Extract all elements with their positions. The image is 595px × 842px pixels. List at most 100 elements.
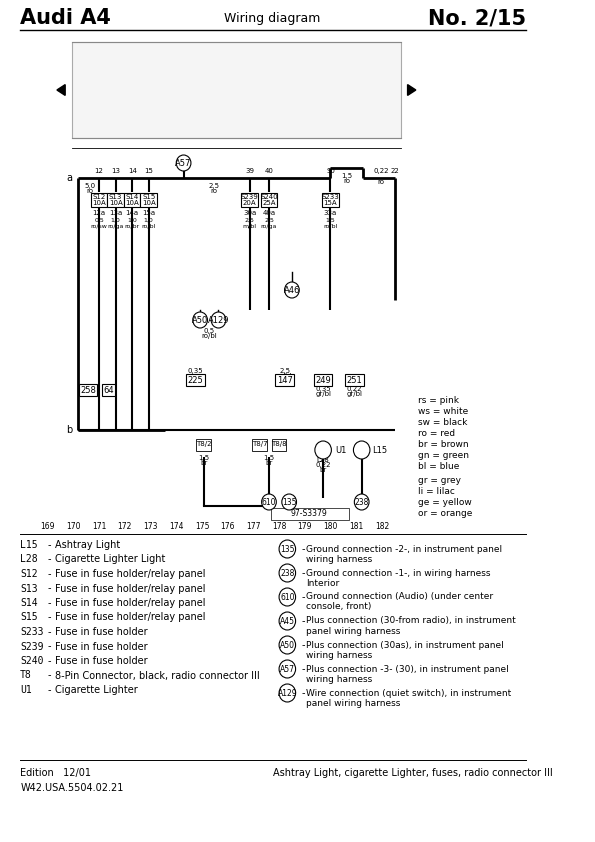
Text: Ashtray Light, cigarette Lighter, fuses, radio connector III: Ashtray Light, cigarette Lighter, fuses,…	[273, 768, 552, 778]
Circle shape	[211, 312, 226, 328]
Text: 258: 258	[80, 386, 96, 395]
Bar	[196, 439, 211, 451]
Text: 179: 179	[298, 522, 312, 531]
Text: 172: 172	[118, 522, 132, 531]
Circle shape	[279, 684, 296, 702]
Text: Cigarette Lighter Light: Cigarette Lighter Light	[55, 555, 165, 564]
Text: 177: 177	[246, 522, 261, 531]
Text: 251: 251	[346, 376, 362, 385]
Circle shape	[355, 494, 369, 510]
Text: 33a: 33a	[324, 210, 337, 216]
Text: panel wiring harness: panel wiring harness	[306, 626, 400, 636]
Text: No. 2/15: No. 2/15	[428, 8, 526, 28]
Bar	[252, 439, 267, 451]
Text: 14: 14	[128, 168, 137, 174]
Text: Plus connection (30-from radio), in instrument: Plus connection (30-from radio), in inst…	[306, 616, 515, 626]
Text: wiring harness: wiring harness	[306, 674, 372, 684]
Text: L15: L15	[20, 540, 38, 550]
Text: T8/2: T8/2	[196, 441, 212, 447]
Bar	[271, 508, 349, 520]
Text: L28: L28	[20, 555, 38, 564]
Text: S12: S12	[20, 569, 38, 579]
Text: S233: S233	[20, 627, 43, 637]
Text: -: -	[48, 584, 51, 594]
Bar	[314, 374, 333, 386]
Circle shape	[262, 494, 276, 510]
Text: 10A: 10A	[126, 200, 139, 206]
Text: Ground connection -2-, in instrument panel: Ground connection -2-, in instrument pan…	[306, 545, 502, 553]
Circle shape	[279, 588, 296, 606]
Text: ro/bl: ro/bl	[202, 333, 217, 339]
Text: Fuse in fuse holder: Fuse in fuse holder	[55, 627, 148, 637]
Text: 0,5
ro/sw: 0,5 ro/sw	[90, 218, 108, 229]
Text: S12: S12	[92, 194, 106, 200]
Bar	[322, 193, 339, 207]
Text: -: -	[301, 592, 305, 602]
Text: A57: A57	[176, 158, 192, 168]
Polygon shape	[57, 84, 65, 95]
Text: panel wiring harness: panel wiring harness	[306, 699, 400, 707]
Text: -: -	[48, 612, 51, 622]
Text: -: -	[48, 642, 51, 652]
Text: A45: A45	[280, 616, 295, 626]
Text: bl = blue: bl = blue	[418, 461, 459, 471]
Text: Ground connection (Audio) (under center: Ground connection (Audio) (under center	[306, 593, 493, 601]
Text: 135: 135	[280, 545, 295, 553]
Text: ge = yellow: ge = yellow	[418, 498, 471, 507]
Text: 1,5: 1,5	[264, 455, 274, 461]
Bar	[124, 193, 140, 207]
Circle shape	[279, 612, 296, 630]
Text: Ground connection -1-, in wiring harness: Ground connection -1-, in wiring harness	[306, 568, 490, 578]
Circle shape	[315, 441, 331, 459]
Text: 15a: 15a	[142, 210, 155, 216]
Text: 12a: 12a	[93, 210, 106, 216]
Text: br: br	[200, 460, 208, 466]
Text: U1: U1	[335, 445, 346, 455]
Text: -: -	[301, 544, 305, 554]
Text: 1,0
ro/br: 1,0 ro/br	[124, 218, 140, 229]
Text: 13: 13	[111, 168, 120, 174]
Text: 0,22: 0,22	[315, 462, 331, 468]
Text: rs = pink: rs = pink	[418, 396, 459, 404]
Text: ro: ro	[86, 188, 93, 194]
Circle shape	[279, 660, 296, 678]
Text: 1,5: 1,5	[342, 173, 353, 179]
Text: -: -	[48, 540, 51, 550]
Text: gr = grey: gr = grey	[418, 476, 461, 484]
Text: 178: 178	[272, 522, 286, 531]
Text: ro: ro	[211, 188, 217, 194]
Bar	[71, 42, 401, 138]
Text: 135: 135	[282, 498, 296, 507]
Text: -: -	[48, 656, 51, 666]
Text: Fuse in fuse holder/relay panel: Fuse in fuse holder/relay panel	[55, 612, 206, 622]
Text: 25A: 25A	[262, 200, 275, 206]
Text: 0,35: 0,35	[315, 386, 331, 392]
Bar	[79, 384, 98, 396]
Polygon shape	[408, 84, 416, 95]
Circle shape	[279, 564, 296, 582]
Bar	[91, 193, 108, 207]
Text: 0,22: 0,22	[347, 386, 362, 392]
Text: 10A: 10A	[109, 200, 123, 206]
Text: U1: U1	[20, 685, 32, 695]
Text: ws = white: ws = white	[418, 407, 468, 415]
Circle shape	[176, 155, 191, 171]
Text: 182: 182	[375, 522, 389, 531]
Text: 173: 173	[143, 522, 158, 531]
Text: S240: S240	[260, 194, 278, 200]
Circle shape	[353, 441, 370, 459]
Text: 610: 610	[280, 593, 295, 601]
Text: console, front): console, front)	[306, 603, 371, 611]
Text: Ashtray Light: Ashtray Light	[55, 540, 120, 550]
Text: Interior: Interior	[306, 578, 339, 588]
Text: Edition   12/01
W42.USA.5504.02.21: Edition 12/01 W42.USA.5504.02.21	[20, 768, 124, 793]
Text: Fuse in fuse holder/relay panel: Fuse in fuse holder/relay panel	[55, 569, 206, 579]
Circle shape	[282, 494, 296, 510]
Text: a: a	[67, 173, 73, 183]
Bar	[275, 374, 294, 386]
Text: L28: L28	[317, 457, 330, 463]
Text: 1,0
ro/ga: 1,0 ro/ga	[108, 218, 124, 229]
Text: sw = black: sw = black	[418, 418, 467, 427]
Text: -: -	[48, 598, 51, 608]
Text: S15: S15	[142, 194, 155, 200]
